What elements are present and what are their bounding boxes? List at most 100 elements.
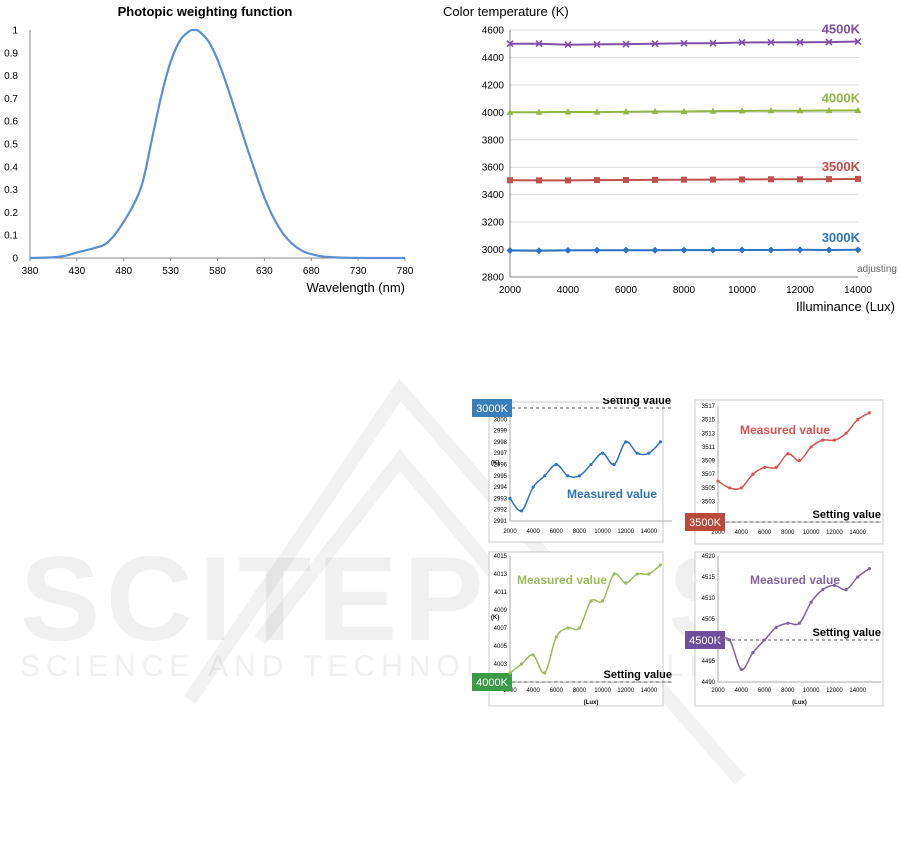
y-tick-label: 4200 bbox=[482, 80, 505, 91]
x-tick-label: 580 bbox=[209, 266, 226, 277]
setpoint-badge bbox=[472, 673, 512, 691]
measured-point bbox=[821, 588, 825, 592]
y-tick-label: 3800 bbox=[482, 135, 505, 146]
measured-point bbox=[832, 438, 837, 442]
series-marker bbox=[593, 246, 601, 254]
y-tick-label: 0.7 bbox=[4, 94, 18, 105]
measured-point bbox=[739, 486, 743, 490]
y-tick-label: 0.6 bbox=[4, 117, 18, 128]
setpoint-badge-label: 3500K bbox=[689, 517, 721, 529]
panel-3000k: 2991 2992 2993 2994 2995 2996 2997 2998 2999 3000… bbox=[472, 398, 672, 543]
x-tick-label: 630 bbox=[256, 266, 273, 277]
measured-point bbox=[508, 496, 512, 500]
panel-frame bbox=[694, 551, 884, 707]
panel-4500k: 4490449545004505451045154520200040006000… bbox=[685, 551, 884, 707]
series-marker bbox=[709, 107, 717, 114]
series-marker bbox=[739, 176, 745, 183]
x-tick-label: 6000 bbox=[758, 688, 772, 694]
series-marker bbox=[622, 246, 630, 254]
series-label: 4500K bbox=[822, 22, 861, 37]
measured-point bbox=[543, 474, 547, 478]
y-tick-label: 4600 bbox=[482, 26, 505, 37]
x-tick-label: 12000 bbox=[826, 688, 843, 694]
x-tick-label: 4000 bbox=[526, 688, 540, 694]
panel-4000k: 4003400540074009401140134015200040006000… bbox=[472, 551, 672, 707]
measured-point bbox=[797, 621, 802, 625]
y-tick-label: 2994 bbox=[494, 485, 508, 491]
series-marker bbox=[680, 107, 688, 115]
x-tick-label: 8000 bbox=[781, 530, 795, 536]
measured-point bbox=[600, 451, 605, 455]
series-marker bbox=[680, 246, 688, 254]
y-tick-label: 0.1 bbox=[4, 231, 18, 242]
x-tick-label: 8000 bbox=[573, 529, 587, 535]
series-marker bbox=[651, 40, 659, 48]
measured-point bbox=[577, 474, 582, 478]
measured-point bbox=[728, 638, 732, 642]
measured-point bbox=[531, 485, 535, 489]
measured-point bbox=[508, 671, 512, 675]
series-marker bbox=[709, 246, 717, 254]
series-marker bbox=[767, 38, 775, 46]
y-tick-label: 0.9 bbox=[4, 48, 18, 59]
setpoint-badge bbox=[685, 631, 725, 649]
series-marker bbox=[825, 106, 833, 114]
y-tick-label: 0.4 bbox=[4, 162, 18, 173]
y-tick-label: 3507 bbox=[702, 472, 716, 478]
series-marker bbox=[651, 246, 659, 254]
setpoint-badge bbox=[685, 513, 725, 531]
y-tick-label: 3513 bbox=[702, 431, 716, 437]
x-tick-label: 680 bbox=[303, 266, 320, 277]
series-label: 3500K bbox=[822, 159, 861, 174]
measured-point bbox=[844, 431, 848, 435]
measured-point bbox=[751, 472, 755, 476]
x-tick-label: 430 bbox=[69, 266, 86, 277]
measured-point bbox=[762, 465, 767, 470]
x-tick-label: 530 bbox=[162, 266, 179, 277]
measured-point bbox=[519, 662, 524, 666]
x-tick-label: 780 bbox=[397, 266, 414, 277]
series-marker bbox=[855, 175, 861, 182]
measured-point bbox=[658, 440, 663, 444]
setpoint-badge-label: 4000K bbox=[476, 677, 508, 689]
series-marker bbox=[622, 40, 630, 48]
series-marker bbox=[796, 246, 804, 254]
y-tick-label: 4007 bbox=[494, 626, 508, 632]
x-tick-label: 2000 bbox=[503, 529, 517, 535]
x-tick-label: 12000 bbox=[617, 688, 634, 694]
photopic-chart: Photopic weighting function 0 0.1 0.2 0.3 0.… bbox=[4, 4, 414, 295]
measured-point bbox=[543, 671, 547, 675]
series-marker bbox=[767, 107, 775, 114]
measured-point bbox=[612, 572, 616, 576]
measured-point bbox=[821, 438, 825, 442]
series-marker bbox=[825, 246, 833, 254]
y-tick-label: 2996 bbox=[494, 463, 508, 469]
measured-point bbox=[867, 567, 871, 571]
x-tick-label: 8000 bbox=[781, 688, 795, 694]
series-marker bbox=[536, 177, 542, 184]
x-tick-label: 6000 bbox=[550, 529, 564, 535]
y-tick-label: 4013 bbox=[494, 572, 508, 578]
series-marker bbox=[594, 177, 600, 184]
setpoint-badge-label: 4500K bbox=[689, 635, 721, 647]
y-tick-label: 3503 bbox=[702, 500, 716, 506]
series-marker bbox=[854, 106, 862, 114]
chart-title: Color temperature (K) bbox=[443, 4, 569, 19]
measured-point bbox=[612, 462, 616, 467]
x-tick-label: 12000 bbox=[786, 285, 814, 296]
series-marker bbox=[768, 176, 774, 183]
x-tick-label: 10000 bbox=[803, 688, 820, 694]
series-marker bbox=[738, 246, 746, 254]
measured-point bbox=[647, 572, 651, 576]
x-tick-label: 2000 bbox=[499, 285, 522, 296]
panel-frame bbox=[488, 401, 664, 543]
setting-value-label: Setting value bbox=[604, 669, 672, 681]
series-marker bbox=[681, 176, 687, 183]
measured-point bbox=[797, 458, 802, 463]
series-marker bbox=[623, 176, 629, 183]
y-tick-label: 4505 bbox=[702, 617, 716, 623]
measured-point bbox=[589, 462, 593, 467]
y-tick-label: 2800 bbox=[482, 273, 505, 284]
x-tick-label: 14000 bbox=[641, 529, 658, 535]
x-tick-label: 4000 bbox=[735, 530, 749, 536]
